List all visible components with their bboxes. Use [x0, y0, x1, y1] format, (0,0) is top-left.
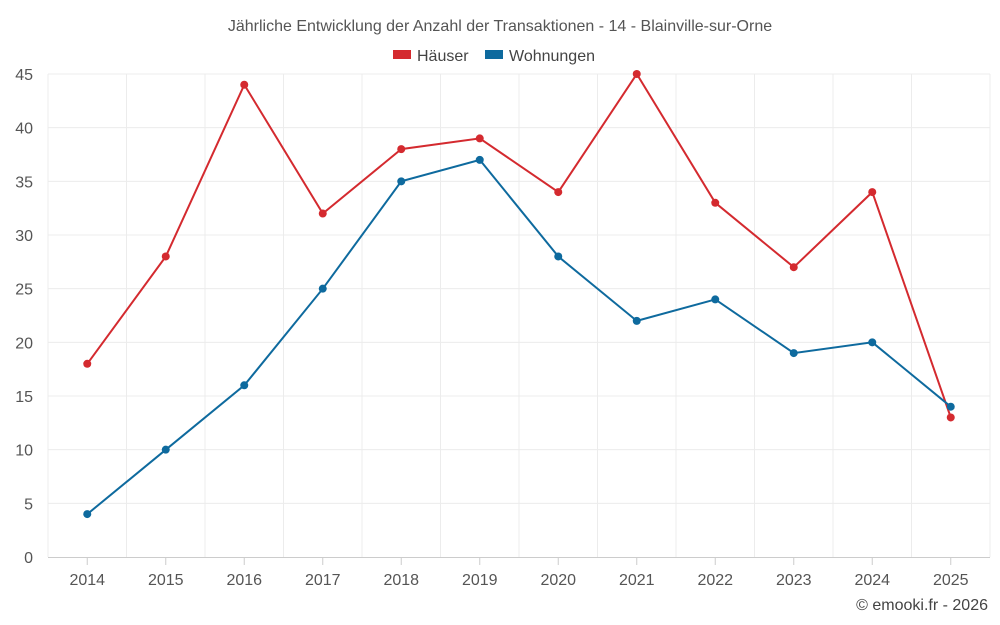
series-group [83, 70, 955, 519]
x-tick-label: 2017 [305, 572, 341, 589]
x-tick-label: 2018 [383, 572, 419, 589]
x-tick-label: 2023 [776, 572, 812, 589]
chart-title: Jährliche Entwicklung der Anzahl der Tra… [228, 18, 772, 35]
x-tick-label: 2019 [462, 572, 498, 589]
x-tick-label: 2015 [148, 572, 184, 589]
y-tick-label: 35 [15, 174, 33, 191]
legend-swatch-hauser [393, 50, 411, 59]
series-line-0 [86, 72, 952, 418]
x-axis-ticks: 2014 2015 2016 2017 2018 2019 2020 2021 2022 2023… [69, 557, 969, 589]
data-point[interactable] [240, 80, 249, 89]
y-tick-label: 45 [15, 67, 33, 84]
y-tick-label: 15 [15, 389, 33, 406]
y-tick-label: 20 [15, 335, 33, 352]
data-point[interactable] [868, 188, 877, 197]
data-point[interactable] [397, 177, 406, 186]
y-tick-label: 30 [15, 228, 33, 245]
credit-text: © emooki.fr - 2026 [856, 597, 988, 614]
data-point[interactable] [946, 413, 955, 422]
x-tick-label: 2024 [854, 572, 890, 589]
data-point[interactable] [83, 510, 92, 519]
data-point[interactable] [318, 209, 327, 218]
data-point[interactable] [161, 252, 170, 261]
x-tick-label: 2022 [697, 572, 733, 589]
data-point[interactable] [711, 295, 720, 304]
data-point[interactable] [475, 134, 484, 143]
data-point[interactable] [240, 381, 249, 390]
data-point[interactable] [632, 316, 641, 325]
series-line-1 [86, 158, 952, 515]
legend-swatch-wohnungen [485, 50, 503, 59]
data-point[interactable] [554, 252, 563, 261]
data-point[interactable] [318, 284, 327, 293]
data-point[interactable] [868, 338, 877, 347]
x-tick-label: 2025 [933, 572, 969, 589]
data-point[interactable] [83, 359, 92, 368]
data-point[interactable] [397, 145, 406, 154]
x-tick-label: 2016 [226, 572, 262, 589]
y-tick-label: 0 [24, 550, 33, 567]
x-tick-label: 2020 [540, 572, 576, 589]
y-axis-ticks: 0 5 10 15 20 25 30 35 40 45 [15, 67, 33, 567]
y-tick-label: 10 [15, 443, 33, 460]
data-point[interactable] [789, 349, 798, 358]
data-point[interactable] [161, 445, 170, 454]
data-point[interactable] [632, 70, 641, 78]
y-tick-label: 25 [15, 282, 33, 299]
data-point[interactable] [554, 188, 563, 197]
legend-label-wohnungen[interactable]: Wohnungen [509, 48, 595, 65]
data-point[interactable] [789, 263, 798, 272]
grid [47, 73, 991, 557]
data-point[interactable] [475, 155, 484, 164]
data-point[interactable] [711, 198, 720, 207]
data-point[interactable] [946, 402, 955, 411]
y-tick-label: 40 [15, 121, 33, 138]
x-tick-label: 2021 [619, 572, 655, 589]
x-tick-label: 2014 [69, 572, 105, 589]
legend: Häuser Wohnungen [393, 48, 595, 65]
legend-label-hauser[interactable]: Häuser [417, 48, 469, 65]
y-tick-label: 5 [24, 496, 33, 513]
